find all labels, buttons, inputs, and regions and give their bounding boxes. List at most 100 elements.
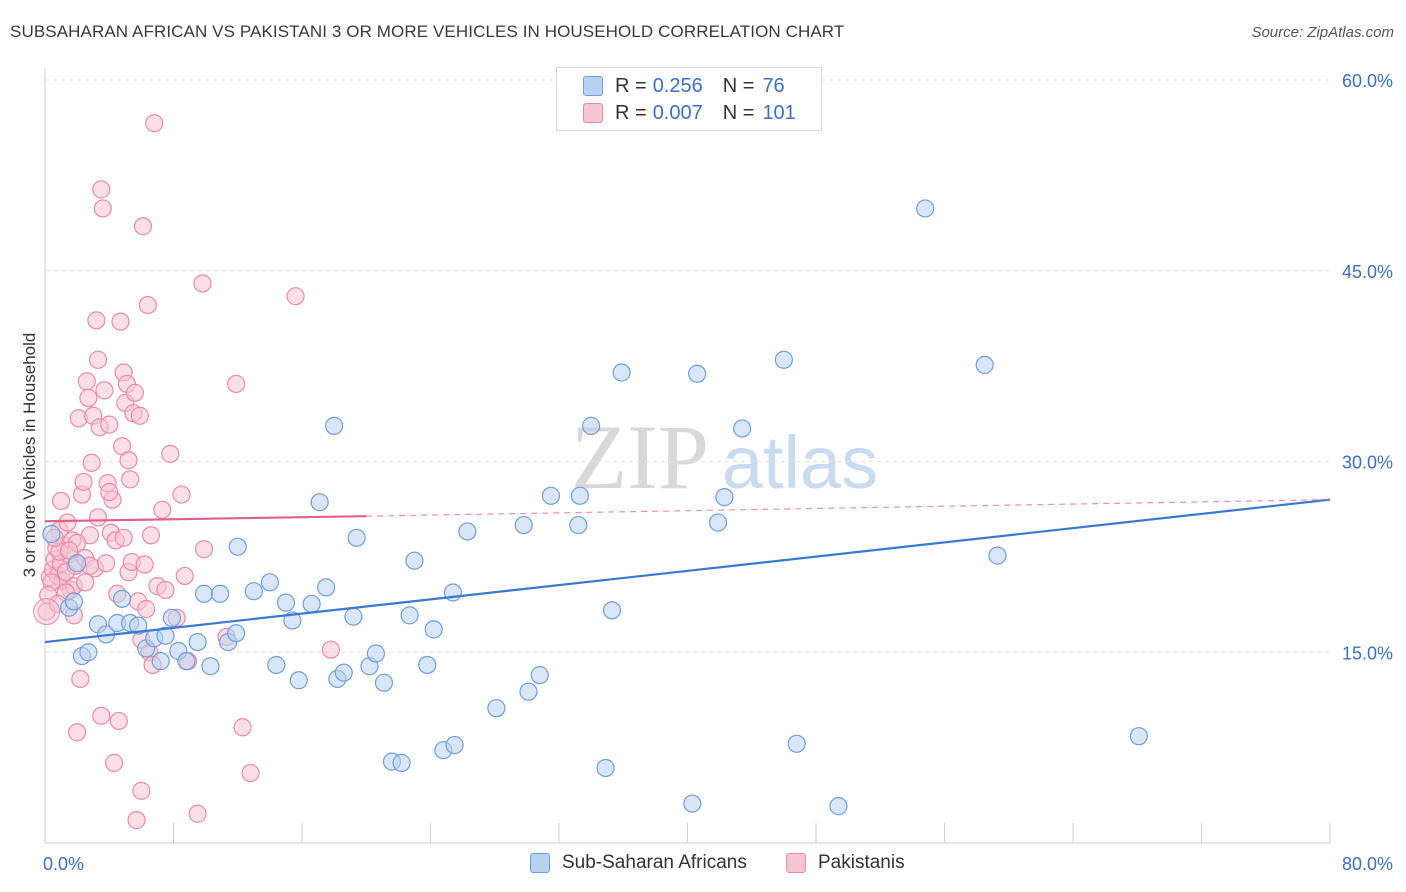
point-sub-saharan-africans: [79, 643, 98, 662]
legend-swatch-blue: [583, 76, 603, 96]
point-pakistanis: [130, 406, 149, 425]
legend-n-label: N =: [722, 101, 755, 124]
point-sub-saharan-africans: [244, 582, 263, 601]
point-pakistanis: [135, 555, 154, 574]
point-sub-saharan-africans: [112, 589, 132, 608]
point-sub-saharan-africans: [156, 626, 175, 645]
point-pakistanis: [138, 295, 157, 315]
point-sub-saharan-africans: [194, 584, 214, 603]
point-sub-saharan-africans: [276, 593, 296, 612]
point-pakistanis: [100, 415, 119, 434]
point-sub-saharan-africans: [733, 419, 752, 438]
point-pakistanis: [227, 374, 246, 394]
y-tick-label: 30.0%: [1342, 453, 1393, 473]
point-pakistanis: [194, 540, 214, 559]
y-tick-label: 15.0%: [1342, 643, 1393, 663]
point-pakistanis: [76, 573, 95, 592]
point-sub-saharan-africans: [188, 632, 207, 652]
point-sub-saharan-africans: [582, 416, 601, 435]
point-sub-saharan-africans: [68, 554, 87, 573]
point-sub-saharan-africans: [177, 652, 196, 671]
series-legend: Sub-Saharan Africans Pakistanis: [0, 852, 1406, 878]
point-sub-saharan-africans: [366, 644, 385, 663]
point-sub-saharan-africans: [787, 734, 806, 753]
point-sub-saharan-africans: [602, 601, 622, 620]
point-sub-saharan-africans: [201, 657, 220, 676]
point-sub-saharan-africans: [405, 551, 424, 570]
point-sub-saharan-africans: [392, 753, 411, 772]
point-pakistanis: [92, 706, 111, 725]
legend-swatch-pink: [786, 853, 806, 873]
point-sub-saharan-africans: [400, 606, 419, 625]
point-pakistanis: [286, 287, 305, 306]
point-pakistanis: [111, 312, 130, 331]
point-pakistanis: [233, 718, 252, 737]
point-pakistanis: [58, 513, 77, 532]
point-sub-saharan-africans: [829, 797, 848, 816]
point-pakistanis: [79, 388, 98, 408]
point-sub-saharan-africans: [445, 735, 464, 755]
point-sub-saharan-africans: [418, 655, 437, 675]
correlation-legend: R = 0.256 N = 76 R = 0.007 N = 101: [556, 67, 822, 131]
point-sub-saharan-africans: [316, 578, 336, 597]
point-sub-saharan-africans: [975, 355, 994, 374]
legend-row-blue: R = 0.256 N = 76: [583, 74, 785, 98]
point-pakistanis: [87, 311, 106, 330]
point-pakistanis: [127, 811, 146, 830]
point-pakistanis: [193, 274, 212, 293]
point-pakistanis: [68, 723, 87, 742]
point-pakistanis: [137, 599, 156, 619]
legend-label: Pakistanis: [818, 852, 905, 873]
point-pakistanis: [77, 372, 96, 391]
point-sub-saharan-africans: [210, 584, 230, 603]
point-sub-saharan-africans: [541, 486, 561, 505]
point-pakistanis: [175, 566, 194, 586]
point-sub-saharan-africans: [347, 528, 366, 547]
legend-label: Sub-Saharan Africans: [562, 852, 747, 873]
point-pakistanis: [172, 485, 191, 504]
x-tick-label: 80.0%: [1342, 854, 1393, 874]
point-pakistanis: [132, 781, 151, 800]
x-tick-label: 0.0%: [43, 854, 84, 874]
point-pakistanis: [51, 491, 71, 511]
point-pakistanis: [33, 598, 61, 626]
point-sub-saharan-africans: [289, 671, 308, 690]
point-sub-saharan-africans: [708, 513, 728, 532]
point-pakistanis: [321, 640, 341, 659]
point-pakistanis: [92, 180, 111, 199]
point-sub-saharan-africans: [715, 488, 734, 507]
legend-r-label: R =: [615, 74, 647, 97]
trendline-pakistanis: [44, 515, 367, 523]
point-pakistanis: [93, 199, 112, 218]
point-sub-saharan-africans: [612, 363, 631, 382]
legend-n-value: 101: [762, 101, 796, 124]
y-tick-label: 60.0%: [1342, 71, 1393, 91]
legend-r-label: R =: [615, 101, 647, 124]
point-pakistanis: [88, 350, 108, 369]
legend-swatch-blue: [530, 853, 550, 873]
point-pakistanis: [188, 804, 207, 823]
point-pakistanis: [95, 381, 114, 400]
point-pakistanis: [153, 500, 172, 519]
point-sub-saharan-africans: [162, 608, 181, 628]
point-sub-saharan-africans: [227, 624, 246, 643]
point-pakistanis: [74, 472, 93, 491]
point-sub-saharan-africans: [530, 666, 549, 685]
y-tick-label: 45.0%: [1342, 262, 1393, 282]
point-sub-saharan-africans: [151, 652, 170, 671]
point-pakistanis: [156, 580, 175, 600]
point-sub-saharan-africans: [487, 699, 506, 718]
point-pakistanis: [96, 554, 116, 573]
point-pakistanis: [141, 526, 161, 545]
point-sub-saharan-africans: [344, 607, 363, 626]
legend-r-value: 0.256: [652, 74, 703, 97]
point-sub-saharan-africans: [569, 515, 588, 535]
point-sub-saharan-africans: [596, 758, 615, 778]
point-pakistanis: [133, 217, 153, 236]
point-sub-saharan-africans: [64, 592, 84, 611]
point-pakistanis: [100, 482, 119, 502]
point-pakistanis: [71, 669, 90, 689]
legend-item-pakistanis: Pakistanis: [786, 852, 905, 874]
point-sub-saharan-africans: [267, 655, 286, 675]
